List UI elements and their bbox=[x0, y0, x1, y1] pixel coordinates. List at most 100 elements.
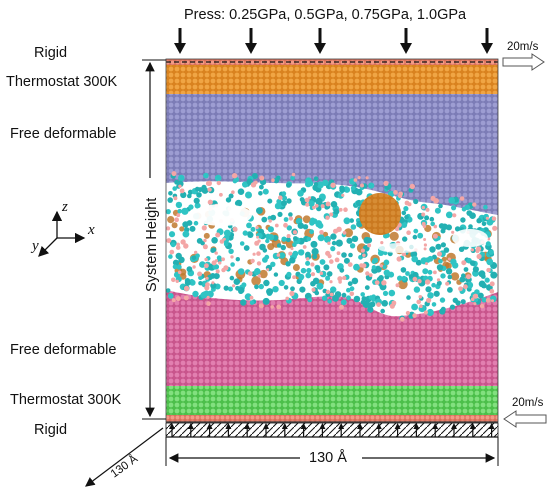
lubricant-atom bbox=[228, 193, 234, 199]
hydrogen-atom bbox=[393, 190, 398, 195]
lubricant-atom bbox=[360, 299, 366, 305]
hydrogen-atom bbox=[183, 243, 189, 249]
lubricant-atom bbox=[412, 234, 418, 240]
lubricant-film bbox=[165, 171, 498, 322]
hydrogen-atom bbox=[337, 276, 343, 282]
lubricant-atom bbox=[254, 284, 259, 290]
hydrogen-atom bbox=[479, 303, 485, 309]
hydrogen-atom bbox=[325, 201, 331, 207]
lubricant-atom bbox=[469, 212, 476, 219]
lubricant-atom bbox=[175, 201, 183, 209]
press-arrow bbox=[400, 28, 412, 54]
lubricant-atom bbox=[425, 286, 432, 293]
hydrogen-atom bbox=[421, 221, 426, 226]
lubricant-atom bbox=[426, 308, 434, 317]
lubricant-atom bbox=[405, 271, 410, 276]
lubricant-atom bbox=[364, 285, 370, 290]
lubricant-atom bbox=[240, 299, 247, 306]
support-arrow bbox=[244, 423, 251, 437]
velocity-arrow-top bbox=[502, 53, 545, 71]
lubricant-atom bbox=[431, 282, 436, 288]
hydrogen-atom bbox=[416, 299, 422, 305]
lubricant-atom bbox=[181, 207, 189, 215]
lubricant-atom bbox=[167, 197, 173, 203]
hydrogen-atom bbox=[166, 226, 171, 231]
lubricant-atom bbox=[258, 191, 263, 196]
lubricant-atom bbox=[333, 208, 340, 215]
hydrogen-atom bbox=[305, 257, 310, 261]
nanoparticle-highlight bbox=[359, 193, 401, 235]
lubricant-atom bbox=[285, 261, 291, 267]
lubricant-atom bbox=[402, 236, 408, 242]
hydrogen-atom bbox=[221, 257, 226, 262]
lubricant-atom bbox=[348, 252, 353, 258]
lubricant-atom bbox=[440, 273, 446, 279]
hydrogen-atom bbox=[445, 281, 450, 286]
hydrogen-atom bbox=[383, 180, 389, 186]
lubricant-atom bbox=[327, 299, 332, 304]
hydrogen-atom bbox=[463, 284, 468, 290]
lubricant-atom bbox=[192, 290, 199, 298]
hydrogen-atom bbox=[395, 283, 400, 288]
lubricant-atom bbox=[281, 200, 287, 207]
lubricant-atom bbox=[417, 232, 424, 239]
hydrogen-atom bbox=[266, 268, 270, 272]
hydrogen-atom bbox=[257, 274, 261, 278]
lubricant-atom bbox=[297, 222, 304, 229]
hydrogen-atom bbox=[397, 193, 403, 199]
lubricant-atom bbox=[347, 281, 353, 287]
hydrogen-atom bbox=[433, 199, 438, 204]
lubricant-atom bbox=[305, 272, 312, 279]
hydrogen-atom bbox=[310, 262, 315, 267]
hydrogen-atom bbox=[256, 235, 260, 239]
lubricant-atom bbox=[290, 175, 295, 181]
hydrogen-atom bbox=[289, 290, 295, 297]
lubricant-atom bbox=[259, 184, 264, 190]
lubricant-atom bbox=[346, 237, 353, 244]
hydrogen-atom bbox=[329, 280, 333, 284]
lubricant-atom bbox=[228, 248, 234, 254]
hydrogen-atom bbox=[175, 296, 181, 302]
lubricant-chain-atom bbox=[292, 264, 300, 271]
hydrogen-atom bbox=[341, 193, 345, 197]
hydrogen-atom bbox=[252, 252, 256, 256]
lubricant-atom bbox=[401, 210, 407, 216]
lubricant-atom bbox=[477, 292, 484, 299]
hydrogen-atom bbox=[486, 267, 491, 273]
hydrogen-atom bbox=[485, 297, 491, 303]
lubricant-atom bbox=[293, 236, 298, 241]
lubricant-atom bbox=[286, 271, 292, 277]
hydrogen-atom bbox=[396, 256, 402, 262]
hydrogen-atom bbox=[417, 279, 422, 284]
lubricant-atom bbox=[276, 175, 281, 181]
support-arrow bbox=[169, 423, 175, 437]
support-arrow bbox=[413, 423, 420, 437]
hydrogen-atom bbox=[426, 297, 432, 303]
lubricant-atom bbox=[380, 308, 386, 314]
hydrogen-atom bbox=[401, 252, 407, 257]
lubricant-atom bbox=[281, 195, 288, 201]
lubricant-atom bbox=[250, 226, 256, 232]
lubricant-atom bbox=[427, 292, 434, 299]
lubricant-atom bbox=[406, 295, 411, 300]
lubricant-atom bbox=[454, 226, 461, 232]
lubricant-atom bbox=[371, 265, 377, 270]
system-height-label-bg bbox=[140, 178, 160, 298]
hydrogen-atom bbox=[286, 234, 291, 238]
hydrogen-atom bbox=[283, 222, 288, 228]
hydrogen-atom bbox=[473, 302, 477, 306]
hydrogen-atom bbox=[409, 183, 415, 190]
lubricant-atom bbox=[216, 257, 222, 263]
lubricant-atom bbox=[490, 271, 498, 279]
lubricant-atom bbox=[483, 204, 488, 210]
hydrogen-atom bbox=[452, 213, 457, 218]
lubricant-atom bbox=[261, 216, 268, 223]
coordinate-axes: z x y bbox=[30, 199, 95, 257]
lubricant-atom bbox=[223, 229, 231, 237]
lubricant-atom bbox=[368, 295, 374, 300]
lubricant-atom bbox=[312, 254, 318, 260]
lubricant-atom bbox=[276, 243, 282, 248]
hydrogen-atom bbox=[216, 180, 221, 186]
lubricant-atom bbox=[388, 289, 396, 297]
lubricant-atom bbox=[186, 266, 193, 273]
